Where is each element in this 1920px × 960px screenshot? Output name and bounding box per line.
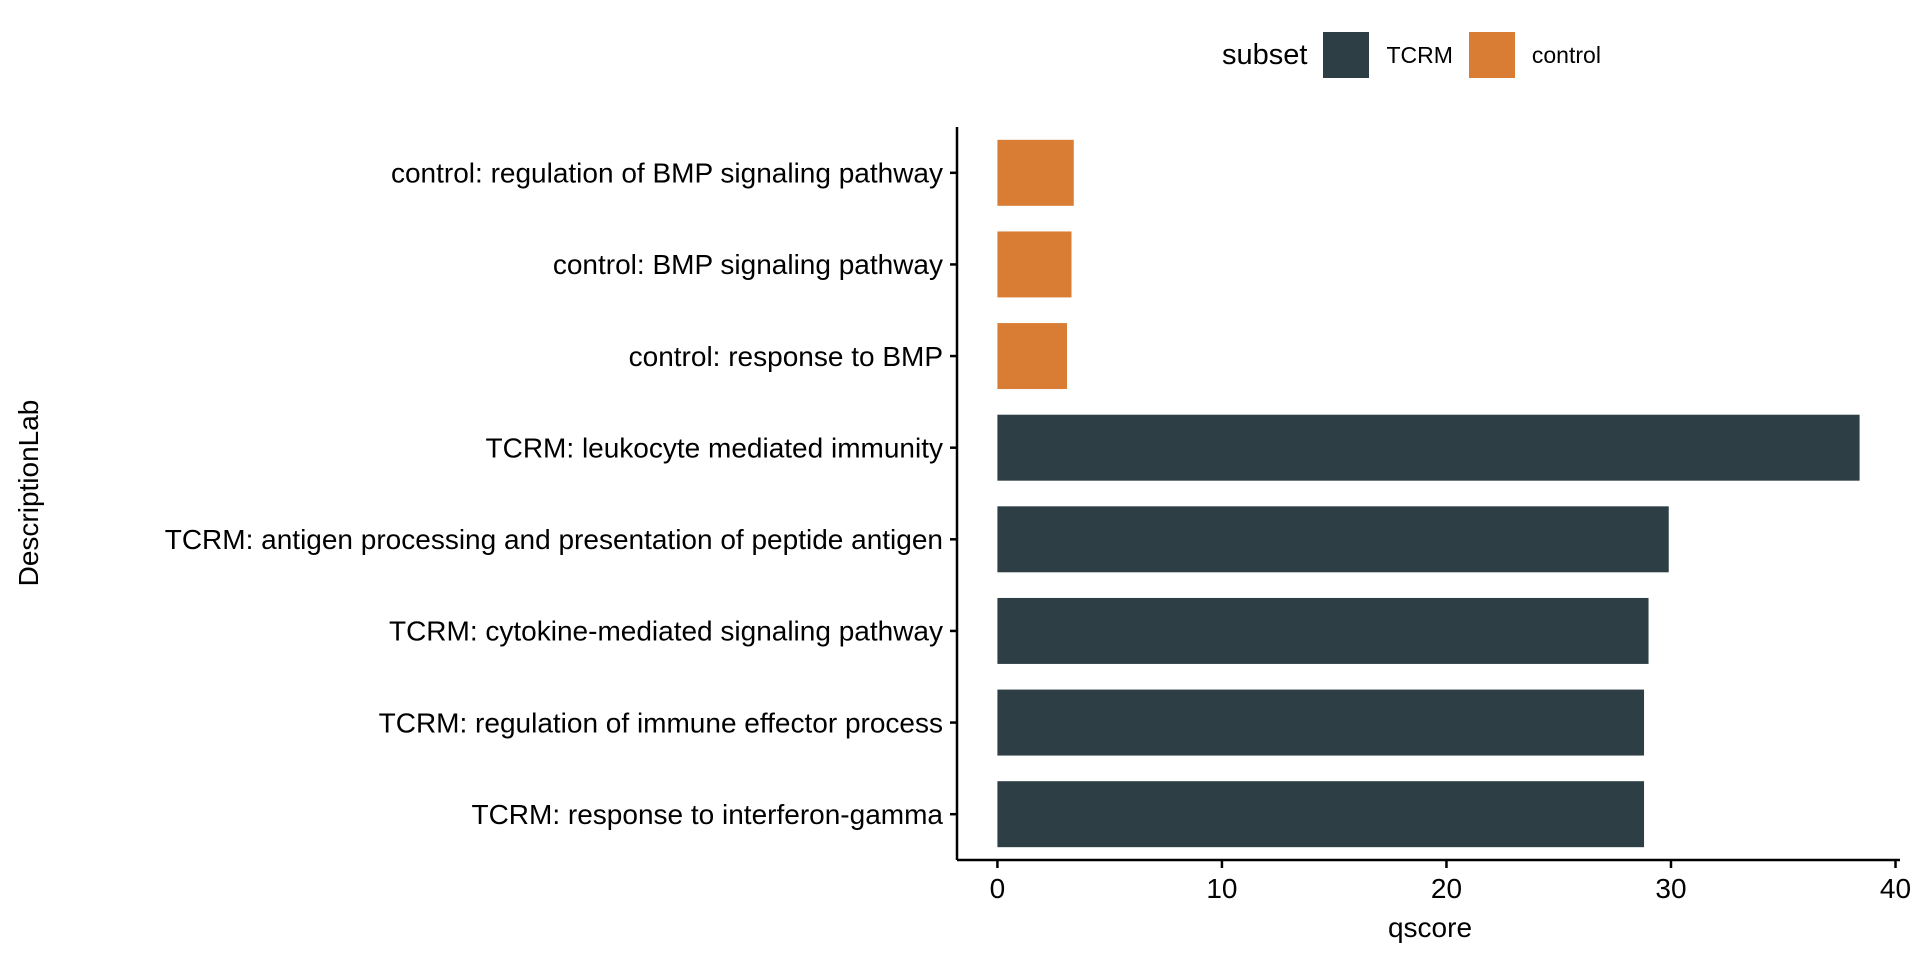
x-tick-label: 0: [990, 873, 1006, 904]
bar-4: [997, 506, 1669, 573]
x-tick-label: 20: [1431, 873, 1462, 904]
x-tick-label: 40: [1880, 873, 1911, 904]
x-axis-title: qscore: [1388, 912, 1472, 943]
bar-1: [997, 231, 1072, 298]
bar-5: [997, 597, 1649, 664]
bar-7: [997, 781, 1645, 848]
legend-swatch-tcrm: [1323, 32, 1370, 78]
legend-title: subset: [1222, 38, 1308, 71]
bar-0: [997, 139, 1074, 206]
legend-item-control: control: [1468, 32, 1601, 78]
y-tick-label: control: BMP signaling pathway: [553, 249, 943, 280]
bar-3: [997, 414, 1860, 481]
y-tick-label: TCRM: antigen processing and presentatio…: [165, 524, 943, 555]
legend-swatch-control: [1468, 32, 1515, 78]
y-tick-label: control: response to BMP: [629, 341, 943, 372]
legend-label-control: control: [1531, 41, 1601, 68]
y-tick-label: control: regulation of BMP signaling pat…: [391, 158, 943, 189]
y-axis-title: DescriptionLab: [13, 400, 44, 587]
bar-6: [997, 689, 1645, 756]
legend-label-tcrm: TCRM: [1386, 41, 1453, 68]
legend-item-tcrm: TCRM: [1323, 32, 1453, 78]
y-tick-label: TCRM: leukocyte mediated immunity: [486, 432, 943, 463]
bars-group: [997, 139, 1860, 848]
y-tick-label: TCRM: regulation of immune effector proc…: [379, 707, 943, 738]
x-axis-ticks: 0 10 20 30 40: [990, 860, 1911, 904]
x-tick-label: 10: [1206, 873, 1237, 904]
bar-2: [997, 323, 1068, 390]
y-tick-label: TCRM: response to interferon-gamma: [471, 799, 943, 830]
x-tick-label: 30: [1655, 873, 1686, 904]
y-axis-ticks: control: regulation of BMP signaling pat…: [165, 158, 957, 830]
y-tick-label: TCRM: cytokine-mediated signaling pathwa…: [389, 616, 943, 647]
legend: subset TCRM control: [1222, 28, 1617, 82]
